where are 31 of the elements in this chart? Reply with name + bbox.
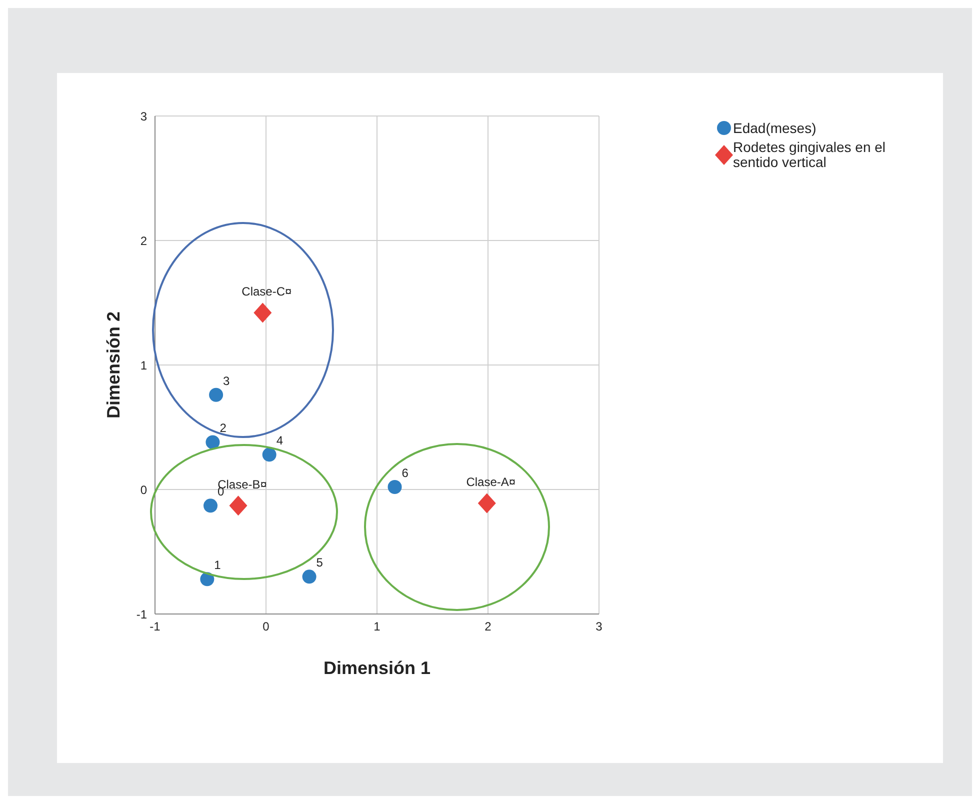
x-tick-label: 3 (596, 620, 603, 634)
annotation: 4 (276, 434, 284, 448)
point (262, 448, 276, 462)
annotation: 5 (316, 556, 324, 570)
point (206, 435, 220, 450)
annotation: 6 (402, 466, 409, 480)
point (302, 570, 316, 584)
annotation: 2 (220, 421, 227, 436)
point (209, 388, 224, 402)
x-tick-label: 2 (484, 620, 492, 634)
point (254, 302, 272, 323)
x-axis-title: Dimensión 1 (323, 658, 431, 678)
point (204, 498, 218, 513)
point (229, 496, 248, 516)
annotation: 3 (223, 374, 230, 388)
point (388, 480, 402, 494)
legend-label: Rodetes gingivales en el sentido vertical (733, 139, 887, 170)
y-tick-label: -1 (136, 607, 148, 622)
y-axis-title: Dimensión 2 (103, 311, 124, 419)
y-tick-label: 2 (140, 234, 148, 248)
point (478, 493, 496, 514)
annotation: 1 (214, 558, 222, 572)
annotation: Clase-A¤ (466, 475, 516, 490)
y-tick-label: 0 (140, 482, 148, 497)
x-tick-label: 0 (262, 620, 270, 634)
annotation: Clase-C¤ (242, 284, 292, 299)
x-tick-label: -1 (150, 620, 161, 634)
y-tick-label: 1 (140, 358, 148, 372)
legend-label: Edad(meses) (733, 120, 816, 136)
x-tick-label: 1 (374, 620, 381, 634)
y-tick-label: 3 (140, 109, 148, 124)
